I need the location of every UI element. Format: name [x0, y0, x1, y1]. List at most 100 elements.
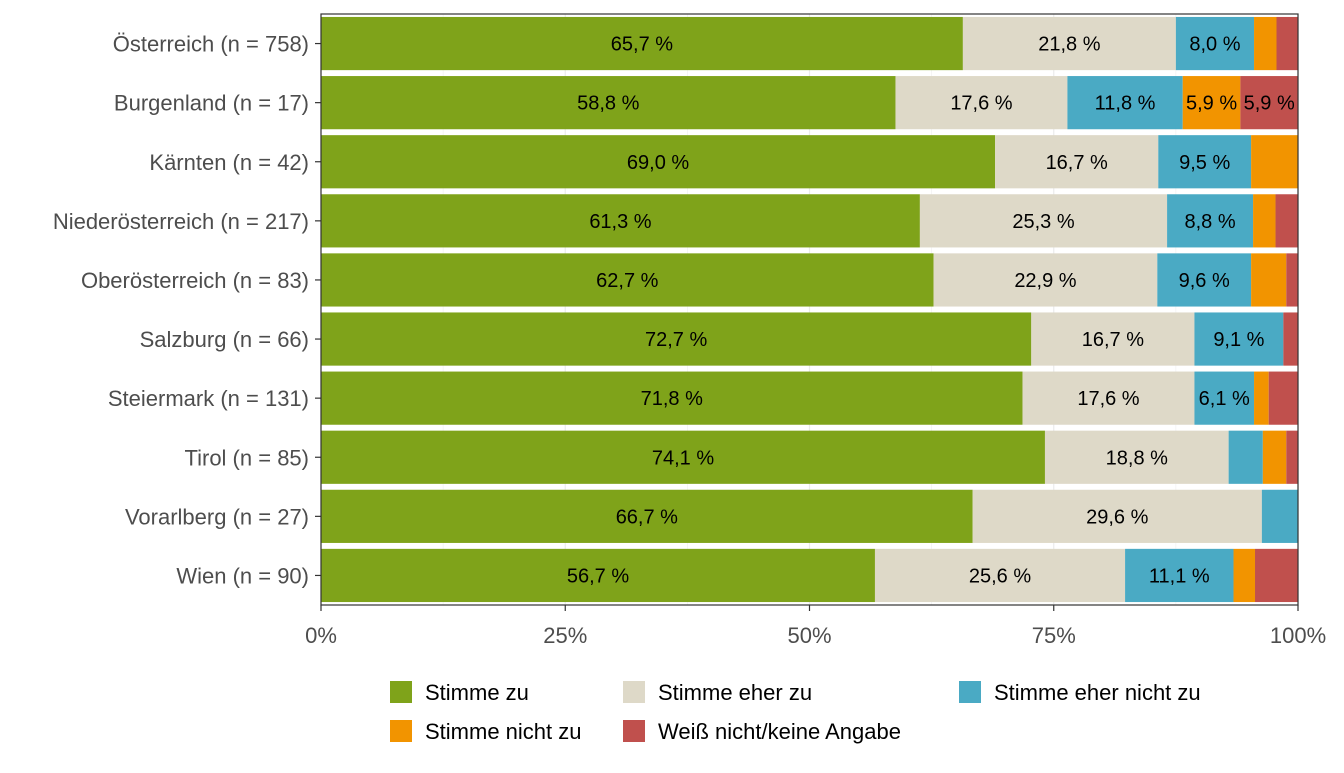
bar-segment	[321, 430, 1045, 484]
bar-segment	[1262, 430, 1287, 484]
bar-segment	[1253, 194, 1276, 248]
bar-value-label: 74,1 %	[652, 447, 714, 469]
bar-segment	[1286, 430, 1298, 484]
bar-value-label: 5,9 %	[1186, 93, 1237, 115]
bar-segment	[933, 253, 1158, 307]
bar-segment	[1022, 371, 1195, 425]
bar-segment	[1044, 430, 1229, 484]
bar-segment	[321, 548, 875, 603]
bar-value-label: 22,9 %	[1014, 270, 1076, 292]
y-tick-label: Kärnten (n = 42)	[149, 150, 309, 175]
y-tick-label: Wien (n = 90)	[176, 563, 309, 588]
bar-value-label: 17,6 %	[950, 93, 1012, 115]
bar-value-label: 58,8 %	[577, 93, 639, 115]
bar-segment	[1158, 135, 1252, 189]
bar-segment	[1254, 371, 1269, 425]
legend-key	[623, 720, 645, 742]
bar-segment	[321, 312, 1032, 366]
bars-layer	[321, 16, 1298, 603]
bar-segment	[321, 371, 1023, 425]
bar-value-label: 16,7 %	[1082, 329, 1144, 351]
bar-segment	[321, 135, 996, 189]
bar-value-label: 25,6 %	[969, 565, 1031, 587]
bar-segment	[1240, 76, 1298, 130]
bar-segment	[1067, 76, 1183, 130]
bar-value-label: 11,1 %	[1149, 565, 1210, 587]
bar-segment	[1194, 371, 1255, 425]
bar-segment	[1031, 312, 1195, 366]
bar-segment	[1251, 135, 1298, 189]
bar-segment	[1275, 194, 1298, 248]
legend-key	[623, 681, 645, 703]
legend-label: Stimme zu	[425, 680, 529, 705]
bar-value-label: 9,6 %	[1179, 270, 1230, 292]
legend-label: Stimme eher nicht zu	[994, 680, 1201, 705]
legend-label: Stimme eher zu	[658, 680, 812, 705]
x-tick-label: 100%	[1270, 623, 1326, 648]
bar-labels-layer: 65,7 % 21,8 % 8,0 % 58,8 % 17,6 % 11,8 % 5,9 %…	[567, 34, 1295, 588]
bar-value-label: 62,7 %	[596, 270, 658, 292]
bar-value-label: 72,7 %	[645, 329, 707, 351]
bar-segment	[1255, 548, 1298, 603]
bar-value-label: 71,8 %	[641, 388, 703, 410]
bar-segment	[995, 135, 1159, 189]
bar-value-label: 9,1 %	[1213, 329, 1264, 351]
bar-segment	[1157, 253, 1252, 307]
x-tick-label: 50%	[787, 623, 831, 648]
bar-segment	[1276, 16, 1298, 71]
legend-key	[959, 681, 981, 703]
bar-segment	[874, 548, 1126, 603]
bar-segment	[1175, 16, 1255, 71]
bar-segment	[962, 16, 1176, 71]
bar-value-label: 9,5 %	[1179, 152, 1230, 174]
bar-value-label: 17,6 %	[1077, 388, 1139, 410]
bar-segment	[972, 489, 1262, 543]
y-tick-label: Vorarlberg (n = 27)	[125, 504, 309, 529]
bar-segment	[1228, 430, 1263, 484]
y-tick-label: Österreich (n = 758)	[113, 32, 309, 57]
bar-segment	[321, 16, 963, 71]
bar-segment	[919, 194, 1168, 248]
y-tick-label: Oberösterreich (n = 83)	[81, 268, 309, 293]
bar-segment	[321, 489, 973, 543]
bar-segment	[1283, 312, 1298, 366]
y-tick-label: Niederösterreich (n = 217)	[53, 209, 309, 234]
bar-value-label: 16,7 %	[1046, 152, 1108, 174]
bar-value-label: 66,7 %	[616, 506, 678, 528]
bar-segment	[1261, 489, 1298, 543]
bar-value-label: 65,7 %	[611, 34, 673, 56]
bar-segment	[1194, 312, 1284, 366]
legend-key	[390, 681, 412, 703]
bar-value-label: 6,1 %	[1199, 388, 1250, 410]
y-tick-label: Salzburg (n = 66)	[140, 327, 309, 352]
x-tick-label: 75%	[1032, 623, 1076, 648]
bar-segment	[1268, 371, 1298, 425]
bar-value-label: 5,9 %	[1244, 93, 1295, 115]
bar-value-label: 61,3 %	[589, 211, 651, 233]
legend-label: Stimme nicht zu	[425, 719, 582, 744]
bar-segment	[321, 253, 934, 307]
bar-value-label: 25,3 %	[1012, 211, 1074, 233]
y-tick-label: Tirol (n = 85)	[184, 445, 309, 470]
x-tick-label: 25%	[543, 623, 587, 648]
y-tick-label: Steiermark (n = 131)	[108, 386, 309, 411]
bar-segment	[1251, 253, 1287, 307]
bar-value-label: 8,0 %	[1189, 34, 1240, 56]
legend-key	[390, 720, 412, 742]
bar-segment	[321, 76, 896, 130]
bar-value-label: 69,0 %	[627, 152, 689, 174]
bar-segment	[1254, 16, 1277, 71]
bar-segment	[1125, 548, 1234, 603]
y-tick-label: Burgenland (n = 17)	[114, 91, 309, 116]
x-axis: 0% 25% 50% 75% 100%	[305, 605, 1326, 648]
bar-segment	[895, 76, 1068, 130]
bar-segment	[1233, 548, 1256, 603]
legend: Stimme zu Stimme eher zu Stimme eher nicht…	[390, 680, 1201, 744]
bar-value-label: 18,8 %	[1106, 447, 1168, 469]
bar-segment	[1182, 76, 1241, 130]
bar-value-label: 56,7 %	[567, 565, 629, 587]
legend-label: Weiß nicht/keine Angabe	[658, 719, 901, 744]
bar-value-label: 8,8 %	[1184, 211, 1235, 233]
